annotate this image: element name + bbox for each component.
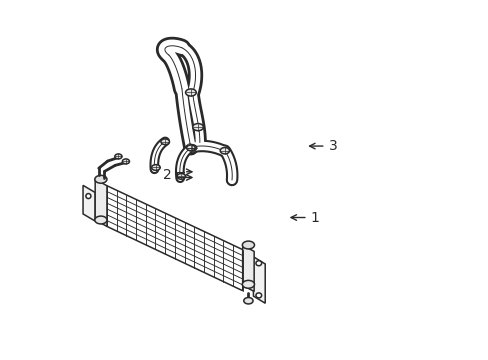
Ellipse shape	[186, 145, 195, 151]
Ellipse shape	[122, 159, 129, 164]
Ellipse shape	[187, 145, 196, 151]
Ellipse shape	[242, 241, 254, 249]
Ellipse shape	[185, 89, 196, 96]
Text: 1: 1	[290, 211, 319, 225]
Polygon shape	[83, 185, 95, 221]
Ellipse shape	[151, 165, 160, 170]
Polygon shape	[107, 186, 242, 291]
Ellipse shape	[86, 194, 91, 199]
Ellipse shape	[95, 175, 107, 183]
Ellipse shape	[177, 174, 185, 179]
Polygon shape	[95, 179, 107, 226]
Ellipse shape	[255, 261, 261, 266]
Text: 3: 3	[309, 139, 337, 153]
Polygon shape	[253, 257, 264, 303]
Ellipse shape	[244, 297, 253, 304]
Ellipse shape	[220, 148, 229, 154]
Ellipse shape	[95, 216, 107, 224]
Ellipse shape	[115, 154, 122, 159]
Ellipse shape	[161, 139, 169, 145]
Text: 2: 2	[162, 168, 171, 182]
Ellipse shape	[255, 293, 261, 298]
Ellipse shape	[242, 280, 254, 288]
Ellipse shape	[192, 123, 203, 131]
Polygon shape	[242, 245, 254, 292]
